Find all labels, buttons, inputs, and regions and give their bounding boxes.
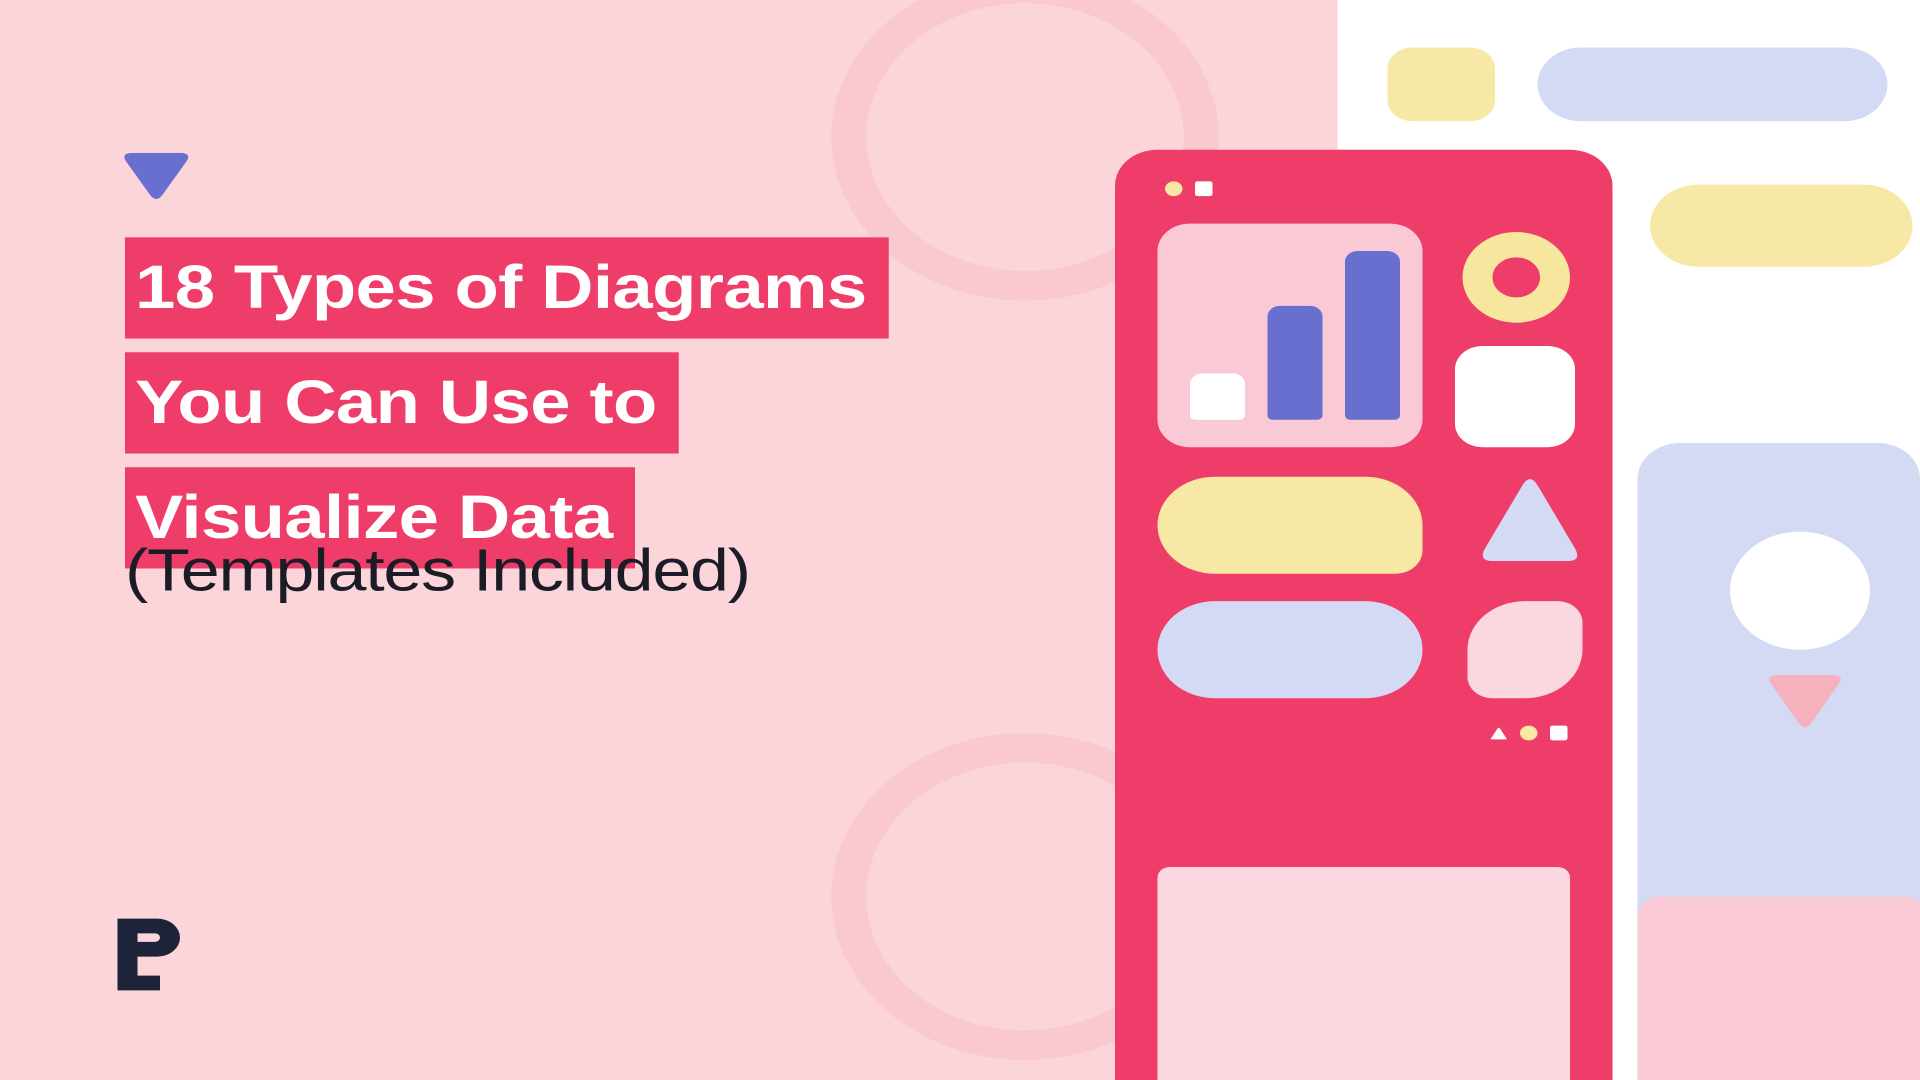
headline-line: You Can Use to: [125, 352, 679, 453]
headline-block: 18 Types of Diagrams You Can Use to Visu…: [125, 237, 889, 582]
triangle-down-icon: [1765, 675, 1845, 732]
bg-pill-shape: [1538, 47, 1888, 121]
bar-chart-bars: [1190, 251, 1400, 420]
square-icon: [1195, 181, 1213, 196]
chart-bar: [1268, 306, 1323, 420]
ring-icon: [1463, 232, 1571, 323]
infographic-canvas: 18 Types of Diagrams You Can Use to Visu…: [0, 0, 1920, 1080]
square-icon: [1550, 726, 1568, 741]
brand-logo-icon: [110, 912, 185, 992]
circle-icon: [1165, 181, 1183, 196]
leaf-shape: [1468, 601, 1583, 698]
bar-chart-card: [1158, 224, 1423, 448]
triangle-icon: [1490, 726, 1508, 739]
chart-bar: [1345, 251, 1400, 420]
phone-footer-block: [1158, 867, 1571, 1080]
pill-shape: [1158, 601, 1423, 698]
phone-mockup: [1115, 150, 1613, 1080]
tiny-icon-row: [1858, 986, 1876, 1059]
bg-pill-shape: [1650, 185, 1913, 267]
bg-square-shape: [1388, 47, 1496, 121]
phone-top-dots: [1165, 181, 1213, 196]
chart-bar: [1190, 373, 1245, 419]
bg-pink-block: [1638, 896, 1920, 1080]
triangle-marker-icon: [120, 153, 193, 204]
bg-circle-shape: [1730, 532, 1870, 650]
tiny-icon-row: [1490, 726, 1568, 741]
subheadline: (Templates Included): [125, 536, 750, 605]
headline-line: 18 Types of Diagrams: [125, 237, 889, 338]
triangle-up-icon: [1478, 473, 1583, 562]
pill-shape: [1158, 477, 1423, 574]
circle-icon: [1520, 726, 1538, 741]
square-shape: [1455, 346, 1575, 447]
